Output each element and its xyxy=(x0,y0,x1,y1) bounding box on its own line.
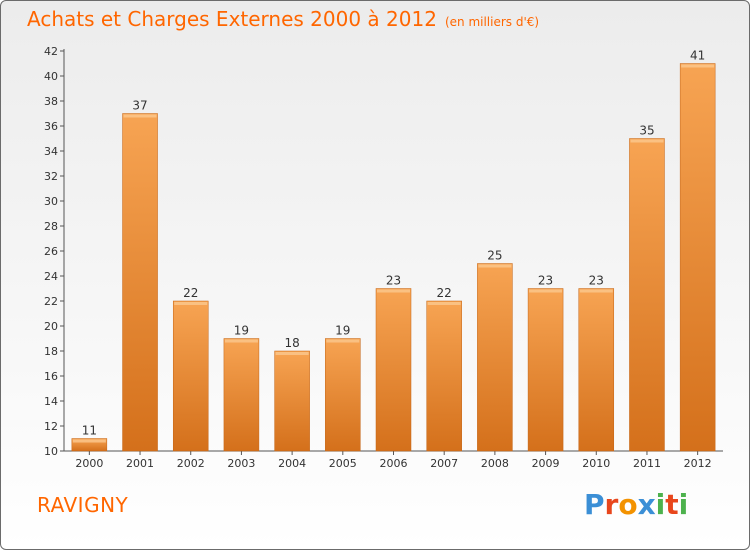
title-text: Achats et Charges Externes 2000 à 2012 xyxy=(27,7,437,31)
x-tick-label: 2005 xyxy=(329,457,357,470)
bar-highlight xyxy=(529,289,563,293)
y-tick-label: 18 xyxy=(44,345,58,358)
logo-letter: o xyxy=(618,488,638,521)
data-label: 41 xyxy=(690,49,705,63)
y-tick-label: 12 xyxy=(44,420,58,433)
x-tick-label: 2008 xyxy=(481,457,509,470)
axes: 10 12 14 16 18 20 22 24 26 28 30 32 34 36 38 40 42 2000 20… xyxy=(44,45,723,470)
bar xyxy=(527,288,564,452)
bar-highlight xyxy=(579,289,613,293)
y-tick-label: 14 xyxy=(44,395,58,408)
y-tick-label: 40 xyxy=(44,70,58,83)
bar xyxy=(223,338,260,452)
data-label: 23 xyxy=(538,274,553,288)
data-label: 19 xyxy=(335,324,350,338)
y-tick-label: 22 xyxy=(44,295,58,308)
x-tick-label: 2000 xyxy=(75,457,103,470)
y-tick-label: 32 xyxy=(44,170,58,183)
logo-letter: i xyxy=(655,488,666,521)
bar-highlight xyxy=(478,264,512,268)
bar-highlight xyxy=(72,439,106,443)
y-tick-label: 26 xyxy=(44,245,58,258)
data-label: 35 xyxy=(639,124,654,138)
y-tick-label: 42 xyxy=(44,45,58,58)
chart-title: Achats et Charges Externes 2000 à 2012 (e… xyxy=(27,7,539,31)
bars xyxy=(71,63,716,452)
y-tick-label: 30 xyxy=(44,195,58,208)
logo-letter: i xyxy=(678,488,689,521)
y-tick-label: 34 xyxy=(44,145,58,158)
data-label: 23 xyxy=(589,274,604,288)
logo-letter: P xyxy=(584,488,605,521)
bar-highlight xyxy=(630,139,664,143)
y-tick-label: 38 xyxy=(44,95,58,108)
data-label: 19 xyxy=(234,324,249,338)
bar xyxy=(375,288,412,452)
y-tick-label: 10 xyxy=(44,445,58,458)
bar xyxy=(325,338,361,452)
y-tick-label: 28 xyxy=(44,220,58,233)
y-tick-label: 24 xyxy=(44,270,58,283)
data-label: 22 xyxy=(437,286,452,300)
bar-highlight xyxy=(427,302,461,305)
x-tick-label: 2006 xyxy=(380,457,408,470)
logo-letter: r xyxy=(604,488,619,521)
bar xyxy=(122,113,158,452)
y-tick-label: 20 xyxy=(44,320,58,333)
bar-highlight xyxy=(377,289,410,293)
data-label: 22 xyxy=(183,286,198,300)
y-tick-label: 36 xyxy=(44,120,58,133)
bar xyxy=(172,300,209,452)
value-labels: 11 37 22 19 18 19 23 22 25 23 23 35 41 xyxy=(82,49,706,438)
bar-highlight xyxy=(174,302,208,305)
data-label: 37 xyxy=(132,99,147,113)
bar xyxy=(578,288,615,452)
x-tick-label: 2002 xyxy=(177,457,205,470)
bar xyxy=(679,63,716,452)
place-name: RAVIGNY xyxy=(37,493,129,517)
data-label: 25 xyxy=(487,249,502,263)
bar-highlight xyxy=(681,64,715,68)
bar xyxy=(477,263,513,452)
bar-highlight xyxy=(326,339,360,343)
bar-highlight xyxy=(275,352,309,355)
data-label: 11 xyxy=(82,424,97,438)
bar xyxy=(629,138,665,452)
x-tick-label: 2012 xyxy=(684,457,712,470)
logo-letter: x xyxy=(637,488,656,521)
x-tick-label: 2010 xyxy=(582,457,610,470)
y-tick-label: 16 xyxy=(44,370,58,383)
data-label: 18 xyxy=(284,336,299,350)
x-tick-label: 2001 xyxy=(126,457,154,470)
title-unit: (en milliers d'€) xyxy=(444,15,540,29)
bar xyxy=(274,350,310,452)
data-label: 23 xyxy=(386,274,401,288)
x-tick-label: 2009 xyxy=(532,457,560,470)
bar-highlight xyxy=(123,114,157,118)
logo-letter: t xyxy=(665,488,679,521)
bar-highlight xyxy=(224,339,258,343)
proxiti-logo[interactable]: Proxiti xyxy=(584,488,688,521)
x-tick-label: 2003 xyxy=(227,457,255,470)
x-tick-label: 2011 xyxy=(633,457,661,470)
x-tick-label: 2007 xyxy=(430,457,458,470)
x-tick-label: 2004 xyxy=(278,457,306,470)
bar xyxy=(426,300,462,452)
